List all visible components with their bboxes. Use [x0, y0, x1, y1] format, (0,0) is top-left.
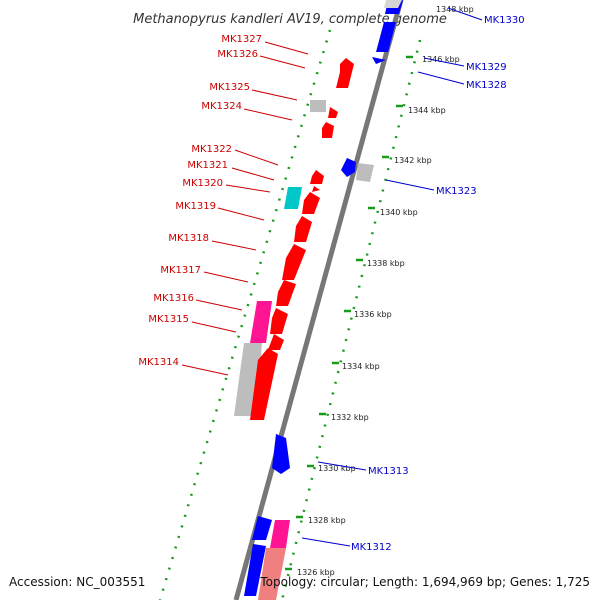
kbp-label: 1340 kbp: [380, 208, 418, 217]
gene-label[interactable]: MK1324: [201, 101, 242, 112]
kbp-label: 1336 kbp: [354, 310, 392, 319]
gene-salmon-bottom[interactable]: [258, 548, 286, 600]
kbp-label: 1334 kbp: [342, 362, 380, 371]
left-gene-labels: MK1327 MK1326 MK1325 MK1324 MK1322 MK132…: [138, 34, 262, 368]
gene-label[interactable]: MK1314: [138, 357, 179, 368]
gene-label[interactable]: MK1321: [187, 160, 228, 171]
kbp-label: 1330 kbp: [318, 464, 356, 473]
gene-mk1318-a[interactable]: [294, 216, 312, 242]
gene-mk1312-b[interactable]: [244, 544, 266, 596]
gene-label[interactable]: MK1319: [175, 201, 216, 212]
kbp-label: 1344 kbp: [408, 106, 446, 115]
inner-tick-ring: [158, 29, 332, 600]
forward-strand-genes: [250, 58, 354, 420]
pink-genes: [250, 301, 290, 600]
gene-label[interactable]: MK1328: [466, 80, 507, 91]
gene-label[interactable]: MK1327: [221, 34, 262, 45]
gene-mk1315-b[interactable]: [268, 334, 284, 350]
right-leader-lines: [301, 7, 483, 547]
gene-mk1312-a[interactable]: [252, 516, 272, 540]
gene-mk1326[interactable]: [336, 72, 352, 88]
gene-label[interactable]: MK1326: [217, 49, 258, 60]
gene-mk1325[interactable]: [310, 100, 326, 112]
gene-label[interactable]: MK1312: [351, 542, 392, 553]
gene-label[interactable]: MK1330: [484, 15, 525, 26]
gene-grey-right[interactable]: [356, 163, 374, 182]
gene-mk1319[interactable]: [302, 192, 320, 214]
kbp-label: 1326 kbp: [297, 568, 335, 577]
genome-backbone: [233, 0, 404, 600]
gene-label[interactable]: MK1323: [436, 186, 477, 197]
gene-mk1323[interactable]: [341, 158, 356, 177]
gene-mk1317[interactable]: [276, 280, 296, 306]
gene-label[interactable]: MK1329: [466, 62, 507, 73]
gene-label[interactable]: MK1315: [148, 314, 189, 325]
map-title: Methanopyrus kandleri AV19, complete gen…: [133, 12, 447, 27]
gene-mk1314-red[interactable]: [250, 348, 278, 420]
reverse-strand-genes: [244, 0, 403, 596]
gene-label[interactable]: MK1325: [209, 82, 250, 93]
gene-label[interactable]: MK1318: [168, 233, 209, 244]
left-leader-lines: [181, 41, 309, 376]
gene-label[interactable]: MK1320: [182, 178, 223, 189]
gene-label[interactable]: MK1317: [160, 265, 201, 276]
kbp-label: 1328 kbp: [308, 516, 346, 525]
kbp-label: 1348 kbp: [436, 5, 474, 14]
gene-mk1313[interactable]: [272, 434, 290, 474]
gene-mk1329[interactable]: [376, 22, 396, 52]
gene-mk1322[interactable]: [310, 170, 324, 184]
gene-label[interactable]: MK1316: [153, 293, 194, 304]
gene-pink-bottom[interactable]: [270, 520, 290, 548]
gene-mk1328[interactable]: [372, 57, 386, 64]
gene-mk1321[interactable]: [312, 186, 320, 192]
gene-mk1327[interactable]: [340, 58, 354, 72]
kbp-label: 1342 kbp: [394, 156, 432, 165]
gene-mk1324-a[interactable]: [328, 107, 338, 118]
gene-mk1320[interactable]: [284, 187, 302, 209]
gene-mk1315-a[interactable]: [270, 308, 288, 334]
gene-mk1316[interactable]: [250, 301, 272, 343]
gene-mk1324-b[interactable]: [322, 122, 334, 138]
topology-text: Topology: circular; Length: 1,694,969 bp…: [259, 575, 590, 589]
gene-grey-bottom[interactable]: [384, 0, 402, 8]
gene-mk1318-b[interactable]: [282, 244, 306, 280]
gene-label[interactable]: MK1322: [191, 144, 232, 155]
gene-label[interactable]: MK1313: [368, 466, 409, 477]
kbp-label: 1346 kbp: [422, 55, 460, 64]
right-gene-labels: MK1330 MK1329 MK1328 MK1323 MK1313 MK131…: [351, 15, 525, 553]
kbp-label: 1338 kbp: [367, 259, 405, 268]
accession-text: Accession: NC_003551: [9, 575, 145, 589]
kbp-tick-marks: [285, 55, 413, 571]
kbp-label: 1332 kbp: [331, 413, 369, 422]
